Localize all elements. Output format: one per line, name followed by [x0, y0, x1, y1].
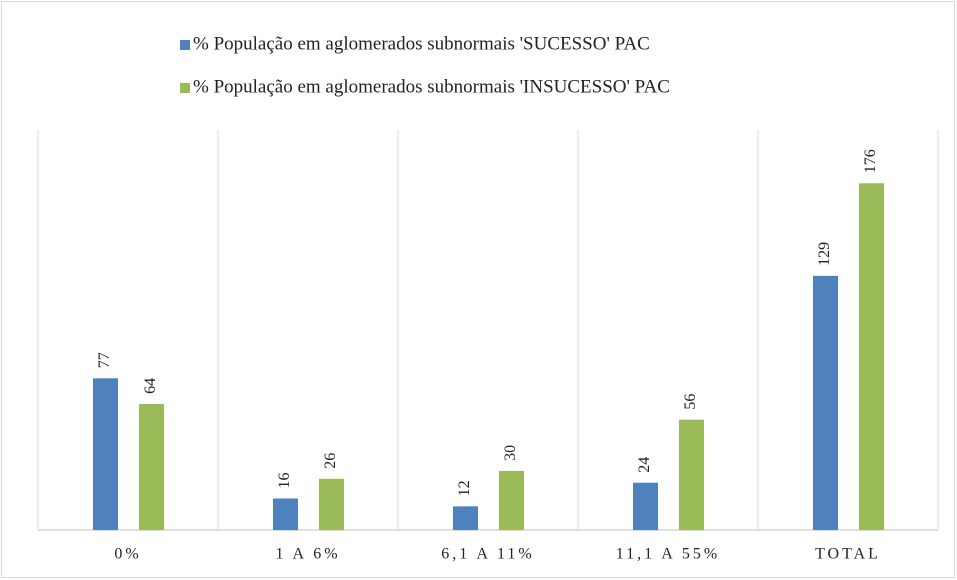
data-label: 24 — [636, 457, 653, 473]
data-label: 26 — [322, 453, 339, 469]
data-label: 16 — [276, 472, 293, 488]
x-tick-label: 1 A 6% — [275, 546, 340, 563]
x-tick-label: 6,1 A 11% — [441, 546, 535, 563]
legend-label: % População em aglomerados subnormais 'S… — [193, 33, 650, 54]
x-tick-label: 11,1 A 55% — [616, 546, 721, 563]
data-label: 12 — [456, 480, 473, 496]
bar — [813, 275, 838, 530]
bar — [453, 506, 478, 530]
bar — [93, 378, 118, 530]
bar — [859, 183, 884, 530]
bar — [319, 478, 344, 530]
data-label: 129 — [816, 242, 833, 266]
bar — [273, 498, 298, 530]
bar — [679, 419, 704, 530]
data-label: 77 — [96, 352, 113, 368]
data-label: 64 — [142, 378, 159, 394]
data-label: 30 — [502, 445, 519, 461]
data-label: 176 — [862, 149, 879, 173]
bar — [139, 403, 164, 530]
legend-swatch — [180, 83, 190, 93]
bar — [499, 470, 524, 530]
legend-swatch — [180, 40, 190, 50]
x-tick-label: TOTAL — [815, 546, 881, 563]
x-tick-label: 0% — [114, 546, 141, 563]
data-label: 56 — [682, 394, 699, 410]
bar — [633, 482, 658, 530]
legend-label: % População em aglomerados subnormais 'I… — [193, 76, 670, 97]
